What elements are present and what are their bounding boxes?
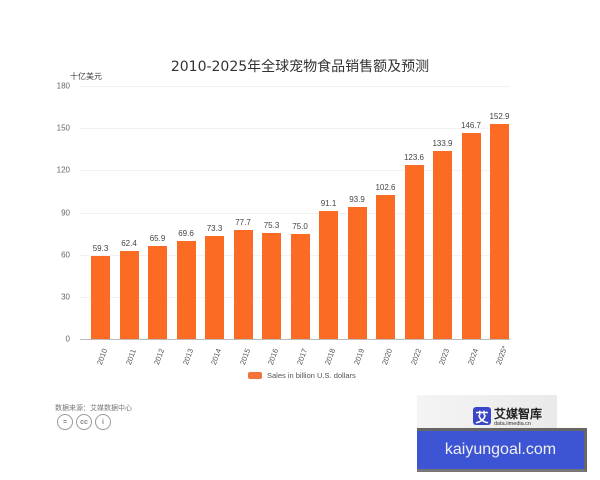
x-tick-label: 2018 xyxy=(323,347,338,367)
bar-2013 xyxy=(176,241,196,339)
legend: Sales in billion U.S. dollars xyxy=(248,371,356,380)
bar-2022 xyxy=(404,165,424,339)
value-label: 75.0 xyxy=(292,221,308,231)
grid-line xyxy=(80,170,510,172)
value-label: 91.1 xyxy=(320,198,337,208)
x-tick-label: 2014 xyxy=(209,347,224,367)
bar-2010 xyxy=(91,255,110,339)
x-tick-label: 2023 xyxy=(437,347,452,367)
value-label: 152.9 xyxy=(489,112,510,122)
value-label: 73.3 xyxy=(206,223,223,233)
grid-line xyxy=(80,212,510,214)
value-label: 102.6 xyxy=(375,182,396,192)
iimedia-logo-icon: 艾 xyxy=(473,407,491,426)
x-tick-label: 2012 xyxy=(152,347,167,367)
x-axis-line xyxy=(80,339,510,340)
grid-line xyxy=(80,86,510,87)
value-label: 146.7 xyxy=(460,120,482,130)
y-tick-label: 150 xyxy=(56,123,70,133)
value-label: 123.6 xyxy=(403,153,425,163)
bar-2024 xyxy=(461,132,481,339)
bar-2023 xyxy=(433,150,452,339)
bar-2017 xyxy=(290,233,310,339)
attribution-icon: i xyxy=(95,414,111,430)
watermark-text: kaiyungoal.com xyxy=(444,441,557,458)
watermark-banner: kaiyungoal.com xyxy=(417,428,587,472)
value-label: 93.9 xyxy=(349,195,365,205)
bar-2012 xyxy=(148,246,167,339)
brand-name: 艾媒智库 xyxy=(494,407,543,421)
value-label: 75.3 xyxy=(263,221,280,231)
legend-label: Sales in billion U.S. dollars xyxy=(267,371,356,380)
x-tick-label: 2020 xyxy=(380,347,395,367)
brand-url: data.iimedia.cn xyxy=(494,421,531,427)
y-tick-label: 180 xyxy=(56,81,70,91)
x-tick-label: 2022 xyxy=(408,347,423,367)
no-derivatives-icon: = xyxy=(57,414,73,430)
legend-swatch xyxy=(248,372,262,379)
value-label: 133.9 xyxy=(432,138,453,148)
bar-2015 xyxy=(233,229,253,339)
y-axis-unit: 十亿美元 xyxy=(70,72,102,81)
chart-title: 2010-2025年全球宠物食品销售额及预测 xyxy=(170,59,430,75)
value-label: 65.9 xyxy=(149,234,166,244)
bar-2019 xyxy=(347,207,367,339)
bar-2025* xyxy=(490,124,509,339)
y-tick-label: 120 xyxy=(56,165,70,175)
grid-line xyxy=(80,128,510,130)
y-tick-label: 0 xyxy=(65,334,70,344)
x-tick-label: 2010 xyxy=(95,347,110,367)
y-tick-label: 90 xyxy=(61,208,70,217)
bar-2016 xyxy=(262,233,281,339)
x-tick-label: 2011 xyxy=(123,347,138,367)
x-tick-label: 2016 xyxy=(266,347,281,367)
value-label: 59.3 xyxy=(92,243,109,253)
data-source-text: 数据来源：艾媒数据中心 xyxy=(55,404,132,412)
y-tick-label: 60 xyxy=(61,250,70,260)
bar-2014 xyxy=(205,235,224,339)
creative-commons-icon: cc xyxy=(76,414,92,430)
x-tick-label: 2024 xyxy=(465,347,480,367)
bar-2018 xyxy=(319,210,338,339)
bar-2011 xyxy=(119,251,139,339)
y-tick-label: 30 xyxy=(61,292,70,302)
x-tick-label: 2025* xyxy=(494,344,510,367)
value-label: 69.6 xyxy=(178,229,194,239)
bar-2020 xyxy=(376,194,395,339)
license-icons: = cc i xyxy=(57,414,111,430)
value-label: 77.7 xyxy=(235,217,251,227)
x-tick-label: 2019 xyxy=(351,347,366,367)
x-tick-label: 2013 xyxy=(180,347,195,367)
x-tick-label: 2015 xyxy=(237,347,252,367)
value-label: 62.4 xyxy=(121,239,137,249)
x-tick-label: 2017 xyxy=(294,347,309,367)
